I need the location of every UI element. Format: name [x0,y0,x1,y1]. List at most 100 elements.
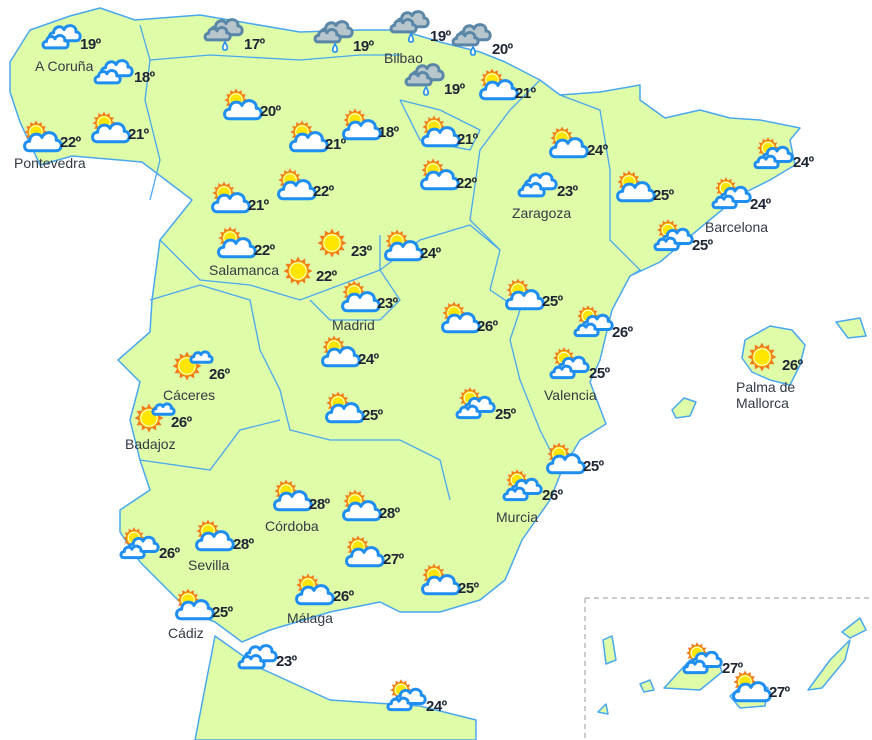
temperature: 26º [333,588,354,605]
sun-cloud-icon [216,226,257,260]
temperature: 24º [793,154,814,171]
sun-cloud-icon [548,126,589,160]
temperature: 22º [254,242,275,259]
city-label: Palma de Mallorca [736,379,796,411]
hierro-shape [597,703,609,715]
temperature: 26º [477,318,498,335]
canarias-inset-border [584,597,872,740]
clouds-icon [517,168,558,202]
sun-cloud-icon [420,563,461,597]
sun-cloud-icon [324,391,365,425]
temperature: 26º [612,324,633,341]
temperature: 27º [769,684,790,701]
sun-cloud-icon [383,229,424,263]
rain-icon [404,63,445,97]
sun-cloud-icon [478,68,519,102]
temperature: 17º [244,36,265,53]
sun-small-cloud-icon [170,348,214,382]
sun-cloud-icon [344,535,385,569]
rain-icon [313,20,354,54]
temperature: 25º [542,293,563,310]
sun-clouds-icon [753,137,794,172]
city-label: Cáceres [163,387,216,403]
city-label: Badajoz [125,436,176,452]
temperature: 24º [587,142,608,159]
temperature: 25º [583,458,604,475]
temperature: 28º [309,496,330,513]
gomera-shape [639,679,655,693]
temperature: 21º [515,85,536,102]
city-label: Barcelona [705,219,769,235]
city-label: Valencia [544,387,597,403]
temperature: 27º [383,551,404,568]
temperature: 21º [457,131,478,148]
temperature: 24º [420,245,441,262]
temperature: 27º [722,660,743,677]
temperature: 19º [444,81,465,98]
rain-icon [451,23,492,57]
temperature: 21º [248,197,269,214]
sun-clouds-icon [386,679,427,714]
sun-small-cloud-icon [132,400,176,434]
temperature: 22º [60,134,81,151]
sun-cloud-icon [294,573,335,607]
temperature: 25º [212,604,233,621]
lanzarote-shape [841,617,867,639]
city-label: Murcia [496,509,539,525]
sun-cloud-icon [440,301,481,335]
temperature: 24º [358,351,379,368]
temperature: 24º [426,698,447,715]
temperature: 18º [134,69,155,86]
temperature: 22º [316,268,337,285]
clouds-icon [93,55,134,89]
city-label: Madrid [332,317,375,333]
temperature: 25º [692,237,713,254]
sun-cloud-icon [341,108,382,142]
temperature: 23º [351,243,372,260]
sun-cloud-icon [194,519,235,553]
temperature: 19º [80,36,101,53]
city-label: Cádiz [168,625,204,641]
sun-cloud-icon [731,670,772,704]
temperature: 25º [458,580,479,597]
temperature: 19º [353,38,374,55]
temperature: 25º [589,365,610,382]
sun-clouds-icon [549,347,590,382]
clouds-icon [41,20,82,54]
sun-cloud-icon [341,489,382,523]
city-label: Málaga [287,610,333,626]
city-label: Bilbao [384,50,423,66]
north-africa-shape [194,635,477,740]
menorca-shape [835,317,867,339]
sun-clouds-icon [682,642,723,677]
la-palma-shape [602,635,617,665]
sun-cloud-icon [276,168,317,202]
fuerteventura-shape [807,639,851,691]
temperature: 25º [362,407,383,424]
city-label: Sevilla [188,557,230,573]
temperature: 21º [325,136,346,153]
city-label: Zaragoza [512,205,572,221]
city-label: Pontevedra [14,155,86,171]
temperature: 26º [209,366,230,383]
sun-clouds-icon [711,177,752,212]
sun-cloud-icon [419,158,460,192]
sun-clouds-icon [455,387,496,422]
temperature: 23º [557,183,578,200]
temperature: 26º [171,414,192,431]
sun-cloud-icon [174,588,215,622]
temperature: 25º [653,187,674,204]
sun-cloud-icon [222,88,263,122]
temperature: 26º [159,545,180,562]
temperature: 22º [313,183,334,200]
sun-icon [742,340,782,374]
city-label: A Coruña [35,58,94,74]
temperature: 26º [782,357,803,374]
sun-cloud-icon [504,278,545,312]
peninsula-shape [9,7,801,643]
temperature: 23º [276,653,297,670]
sun-cloud-icon [272,479,313,513]
rain-icon [389,10,430,44]
sun-cloud-icon [340,280,381,314]
